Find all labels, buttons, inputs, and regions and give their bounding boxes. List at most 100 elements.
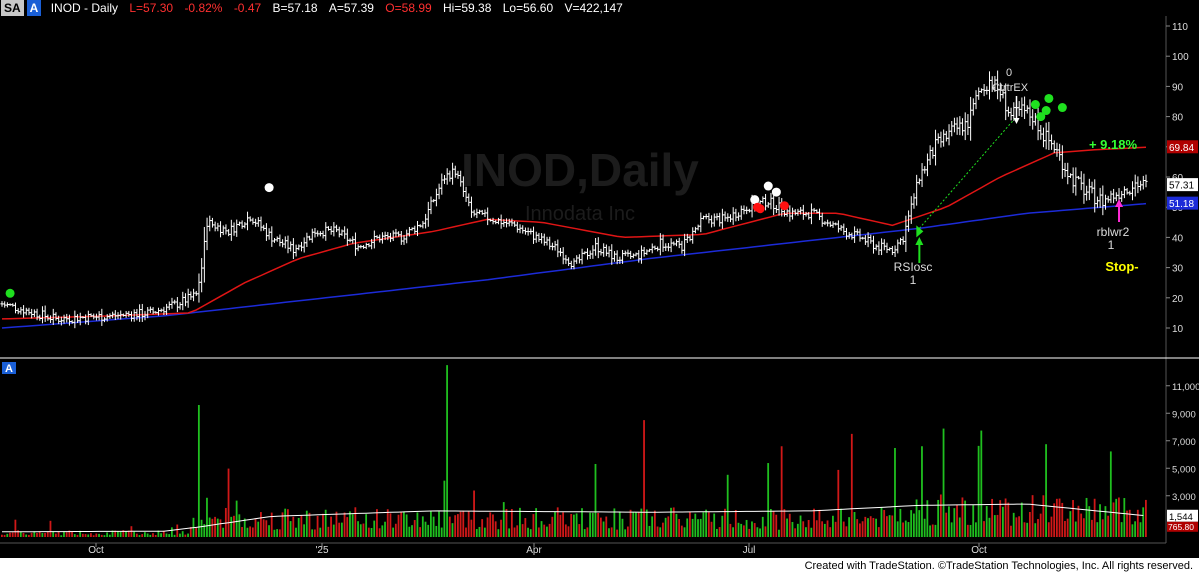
volume-bar [197,405,200,537]
volume-bar [1026,522,1029,537]
volume-bar [1085,497,1088,537]
footer: Created with TradeStation. ©TradeStation… [0,558,1199,574]
chart-header: SA A INOD - Daily L=57.30 -0.82% -0.47 B=… [0,0,1199,16]
volume-bar [573,514,575,537]
price-tick-label: 100 [1172,52,1189,63]
volume-bar [413,520,416,537]
volume-bar [1074,521,1077,537]
volume-bar [254,519,257,537]
volume-bar [1069,511,1072,537]
volume-bar [983,521,985,537]
volume-bar [729,523,732,537]
volume-bar [834,521,837,537]
volume-bar [60,535,63,537]
high-price: Hi=59.38 [443,1,492,15]
volume-bar [1031,495,1034,537]
volume-bar [594,463,597,537]
volume-bar [832,515,834,537]
volume-bar [1047,522,1050,537]
volume-bar [200,519,203,537]
volume-bar [975,522,977,537]
volume-bar [826,520,829,537]
signal-dot-green [1030,100,1040,110]
price-tick-label: 30 [1172,264,1184,275]
volume-panel-tag[interactable] [2,362,16,374]
ma-red-price-tag-bg [1167,140,1198,154]
volume-bar [775,514,778,537]
volume-bar [273,529,276,537]
volume-bar [497,529,500,537]
volume-bar [1104,506,1107,537]
rblwr2-arrow-head [1115,199,1124,207]
volume-bar [189,526,192,537]
volume-bar [456,514,459,537]
volume-bar [853,512,856,537]
watermark-subtitle: Innodata Inc [525,203,635,225]
volume-bar [384,521,386,537]
ask-price: A=57.39 [328,1,374,15]
volume-bar [117,531,119,537]
volume-bar [378,528,381,537]
low-price: Lo=56.60 [502,1,554,15]
symbol-tag-sa[interactable]: SA [1,0,24,16]
volume-bar [249,526,252,537]
volume-bar [559,514,562,537]
volume-bar [400,511,403,537]
volume-bar [49,520,52,537]
volume-bar [246,527,249,537]
volume-bar [14,519,17,537]
trend-dotted-line [918,116,1017,229]
volume-bar [343,512,346,537]
volume-bar [162,530,165,537]
volume-bar [894,447,896,537]
volume-bar [100,534,103,537]
volume-bar [742,525,745,537]
volume-bar [610,527,613,537]
volume-bar [63,531,65,537]
volume-bar [877,527,880,537]
volume-bar [702,512,705,537]
volume-bar [46,531,49,537]
volume-bar [305,510,308,537]
volume-bar [761,516,764,537]
volume-bar [791,521,794,537]
volume-bar [440,527,443,537]
volume-bar [9,532,11,537]
volume-bar [473,490,475,537]
volume-bar [999,500,1002,537]
volume-bar [745,519,748,537]
volume-bar [699,518,702,537]
volume-bar [141,534,144,537]
time-tick-label: Oct [88,545,104,556]
volume-bar [1053,503,1056,537]
volume-bar [287,509,289,537]
volume-bar [799,515,802,537]
volume-bar [95,533,98,537]
volume-bar [929,525,931,537]
price-tick-label: 10 [1172,324,1184,335]
volume-bar [948,506,950,537]
volume-bar [527,527,529,537]
zero-label: 0 [1006,67,1012,79]
volume-value: V=422,147 [564,1,623,15]
volume-bar [1012,512,1015,537]
volume-bar [977,445,980,537]
volume-bar [125,531,127,537]
volume-bar [1037,518,1039,537]
volume-tick-label: 3,000 [1172,492,1196,503]
volume-bar [934,524,937,537]
volume-bar [1142,507,1145,537]
volume-bar [340,522,343,537]
volume-bar [208,517,211,537]
volume-bar [168,534,171,537]
volume-bar [1045,444,1047,537]
symbol-tag-a[interactable]: A [26,0,42,16]
volume-bar [521,524,524,537]
stop-label: Stop- [1105,259,1138,274]
volume-avg-tag-bg [1167,509,1198,522]
volume-bar [195,527,198,537]
volume-bar [157,530,160,537]
